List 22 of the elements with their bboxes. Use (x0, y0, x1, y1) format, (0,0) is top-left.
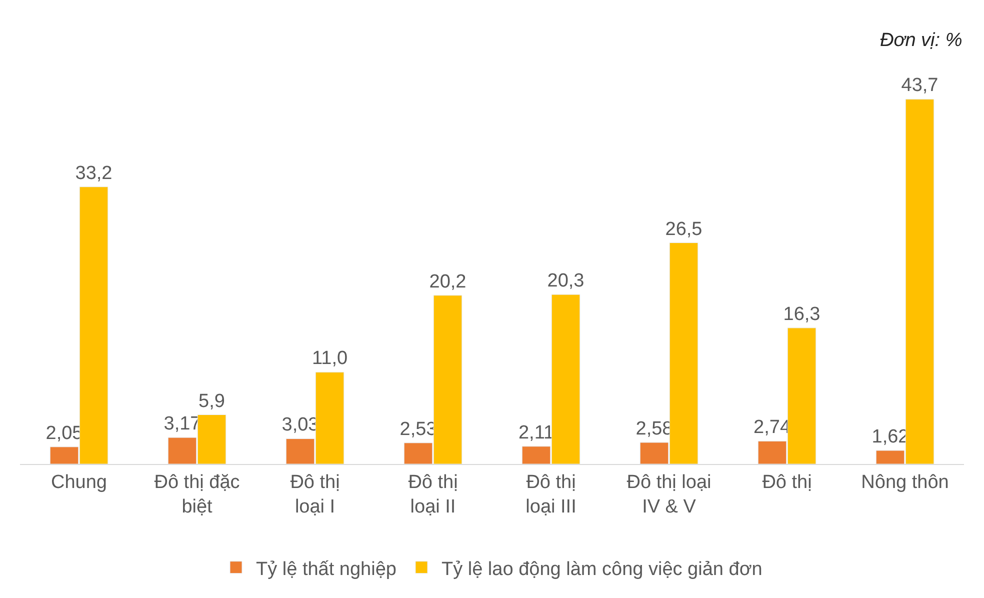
x-tick-label: Đô thị loại II (408, 472, 458, 518)
data-label: 20,2 (429, 271, 466, 292)
x-tick-label: Đô thị (762, 472, 812, 493)
legend-label: Tỷ lệ thất nghiệp (256, 558, 396, 580)
x-tick-label: Đô thị loại III (526, 472, 576, 518)
x-tick-label: Đô thị đặc biệt (154, 472, 240, 518)
data-label: 43,7 (901, 75, 938, 96)
data-label: 3,17 (164, 414, 201, 435)
data-label: 20,3 (547, 270, 584, 292)
x-tick-label: Nông thôn (861, 472, 949, 493)
data-label: 26,5 (665, 218, 702, 240)
x-tick-label: Đô thị loại IV & V (626, 472, 712, 518)
data-label: 33,2 (75, 162, 112, 184)
text: Đơn vị: % (880, 30, 962, 51)
data-label: 5,9 (198, 390, 225, 412)
data-label: 16,3 (783, 304, 820, 325)
data-label: 2,11 (518, 422, 554, 444)
x-tick-label: Chung (51, 472, 107, 493)
legend-label: Tỷ lệ lao động làm công việc giản đơn (441, 558, 762, 580)
x-tick-label: Đô thị loại I (290, 472, 340, 518)
data-label: 2,74 (754, 417, 791, 438)
data-label: 11,0 (312, 348, 348, 370)
